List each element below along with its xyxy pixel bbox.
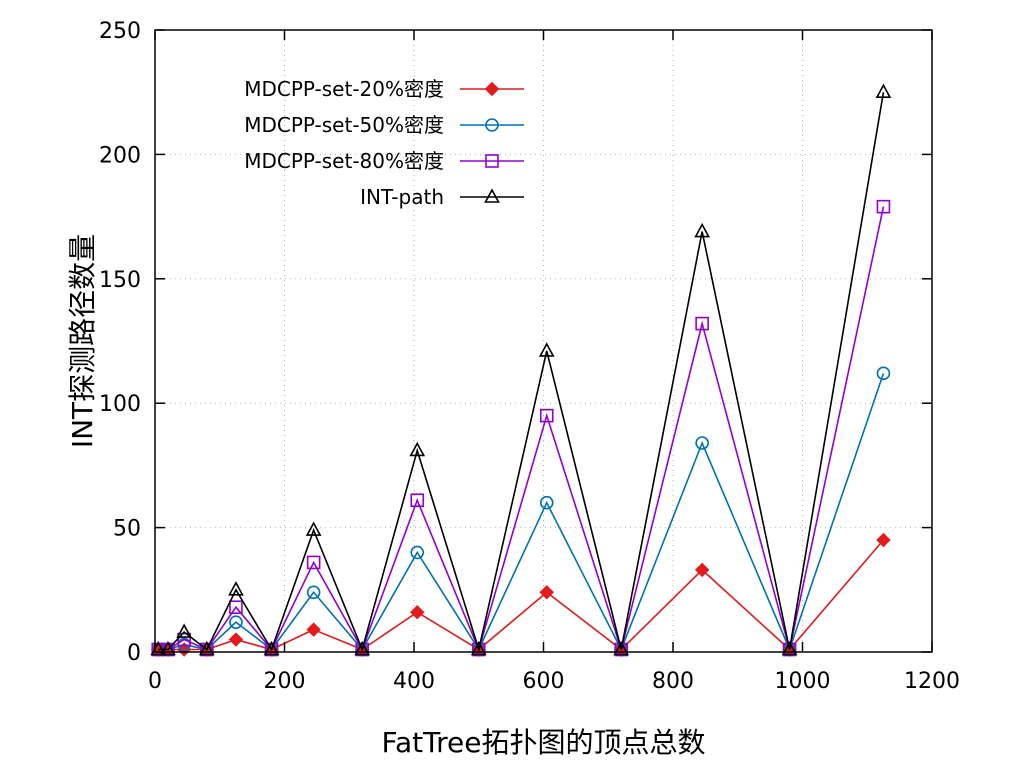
legend-marker (484, 81, 500, 97)
data-point (305, 521, 322, 536)
data-point (876, 199, 891, 214)
y-tick-label: 250 (99, 19, 141, 44)
data-point (306, 585, 321, 600)
x-tick-label: 600 (523, 669, 565, 694)
data-point (539, 585, 554, 600)
data-point (229, 615, 243, 629)
x-tick-label: 800 (652, 669, 694, 694)
data-point (694, 222, 710, 238)
data-point (228, 632, 244, 647)
legend-label: INT-path (360, 185, 444, 209)
series-layer (150, 83, 892, 657)
data-point (539, 495, 554, 510)
y-tick-label: 200 (99, 143, 141, 168)
data-point (695, 436, 709, 450)
data-point (539, 408, 554, 423)
y-tick-label: 50 (113, 517, 141, 542)
data-point (781, 640, 798, 656)
x-tick-label: 1000 (775, 669, 831, 694)
data-point (306, 622, 321, 637)
data-point (613, 640, 630, 656)
series-4 (150, 83, 892, 656)
data-point (409, 441, 426, 457)
legend-label: MDCPP-set-50%密度 (244, 113, 444, 137)
data-point (160, 640, 176, 656)
data-point (228, 581, 244, 596)
y-tick-label: 100 (99, 392, 141, 417)
y-tick-label: 0 (127, 641, 141, 666)
x-tick-label: 200 (264, 669, 306, 694)
legend-entry: INT-path (360, 185, 524, 209)
data-point (354, 640, 371, 656)
x-tick-label: 0 (148, 669, 162, 694)
data-point (410, 493, 425, 508)
data-point (263, 640, 280, 656)
data-point (694, 562, 710, 578)
data-point (176, 623, 192, 638)
y-tick-label: 150 (99, 268, 141, 293)
data-point (875, 83, 892, 98)
series-line (158, 373, 885, 652)
data-point (470, 640, 487, 656)
legend-entry: MDCPP-set-50%密度 (244, 113, 524, 137)
data-point (410, 604, 425, 620)
series-3 (151, 199, 891, 657)
data-point (229, 600, 243, 615)
data-point (876, 366, 891, 381)
legend-marker (485, 118, 499, 132)
legend-label: MDCPP-set-20%密度 (244, 77, 444, 101)
data-point (876, 532, 891, 548)
ticks: 0 200 400 600 800 1000 1200 0 50 100 150 200 250 (99, 19, 960, 694)
legend-marker (485, 154, 499, 168)
data-point (538, 342, 555, 357)
x-axis-title: FatTree拓扑图的顶点总数 (381, 726, 705, 759)
legend-entry: MDCPP-set-80%密度 (244, 149, 524, 173)
series-line (158, 206, 885, 653)
grid (155, 30, 932, 652)
x-tick-label: 1200 (904, 669, 960, 694)
legend: MDCPP-set-20%密度 MDCPP-set-50%密度 MDCPP-set-… (244, 77, 524, 209)
legend-marker (484, 188, 500, 203)
legend-entry: MDCPP-set-20%密度 (244, 77, 524, 101)
x-tick-label: 400 (393, 669, 435, 694)
data-point (695, 316, 709, 331)
legend-label: MDCPP-set-80%密度 (244, 149, 444, 173)
data-point (198, 640, 215, 656)
y-axis-title: INT探测路径数量 (66, 234, 99, 448)
data-point (410, 545, 425, 560)
series-line (158, 92, 885, 653)
data-point (306, 555, 321, 570)
